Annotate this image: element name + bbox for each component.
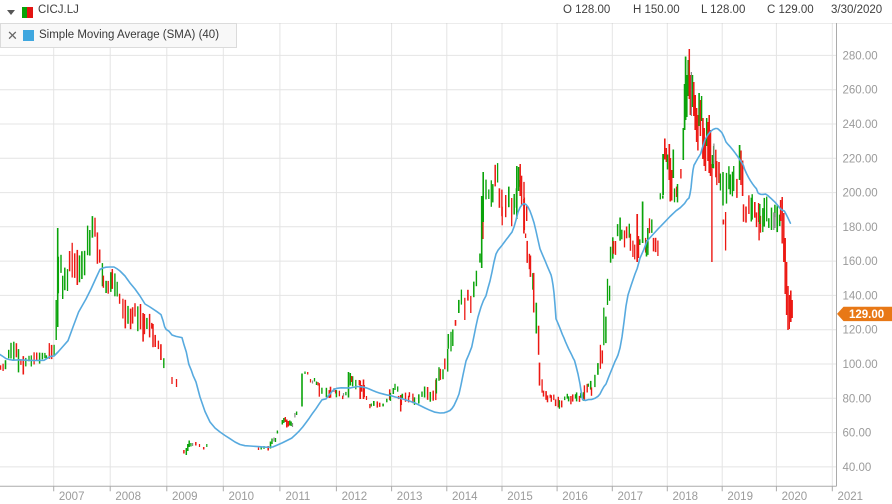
svg-text:2008: 2008 bbox=[115, 491, 141, 503]
svg-text:2019: 2019 bbox=[727, 491, 753, 503]
svg-text:2007: 2007 bbox=[59, 491, 85, 503]
svg-text:2009: 2009 bbox=[172, 491, 198, 503]
svg-text:180.00: 180.00 bbox=[843, 222, 878, 234]
svg-text:2014: 2014 bbox=[452, 491, 478, 503]
svg-text:120.00: 120.00 bbox=[843, 325, 878, 337]
svg-text:2020: 2020 bbox=[782, 491, 808, 503]
svg-text:2010: 2010 bbox=[229, 491, 255, 503]
svg-text:280.00: 280.00 bbox=[843, 50, 878, 62]
svg-text:240.00: 240.00 bbox=[843, 119, 878, 131]
svg-text:129.00: 129.00 bbox=[849, 309, 884, 321]
svg-text:100.00: 100.00 bbox=[843, 359, 878, 371]
svg-text:60.00: 60.00 bbox=[843, 428, 872, 440]
svg-text:2017: 2017 bbox=[618, 491, 644, 503]
svg-text:140.00: 140.00 bbox=[843, 290, 878, 302]
svg-text:80.00: 80.00 bbox=[843, 393, 872, 405]
svg-text:2013: 2013 bbox=[397, 491, 423, 503]
svg-text:160.00: 160.00 bbox=[843, 256, 878, 268]
svg-text:40.00: 40.00 bbox=[843, 462, 872, 474]
svg-text:260.00: 260.00 bbox=[843, 85, 878, 97]
svg-text:2021: 2021 bbox=[838, 491, 864, 503]
svg-text:220.00: 220.00 bbox=[843, 153, 878, 165]
svg-text:2016: 2016 bbox=[562, 491, 588, 503]
svg-text:2011: 2011 bbox=[286, 491, 311, 503]
svg-text:200.00: 200.00 bbox=[843, 188, 878, 200]
svg-text:2015: 2015 bbox=[507, 491, 533, 503]
svg-text:2018: 2018 bbox=[673, 491, 699, 503]
svg-text:2012: 2012 bbox=[342, 491, 368, 503]
